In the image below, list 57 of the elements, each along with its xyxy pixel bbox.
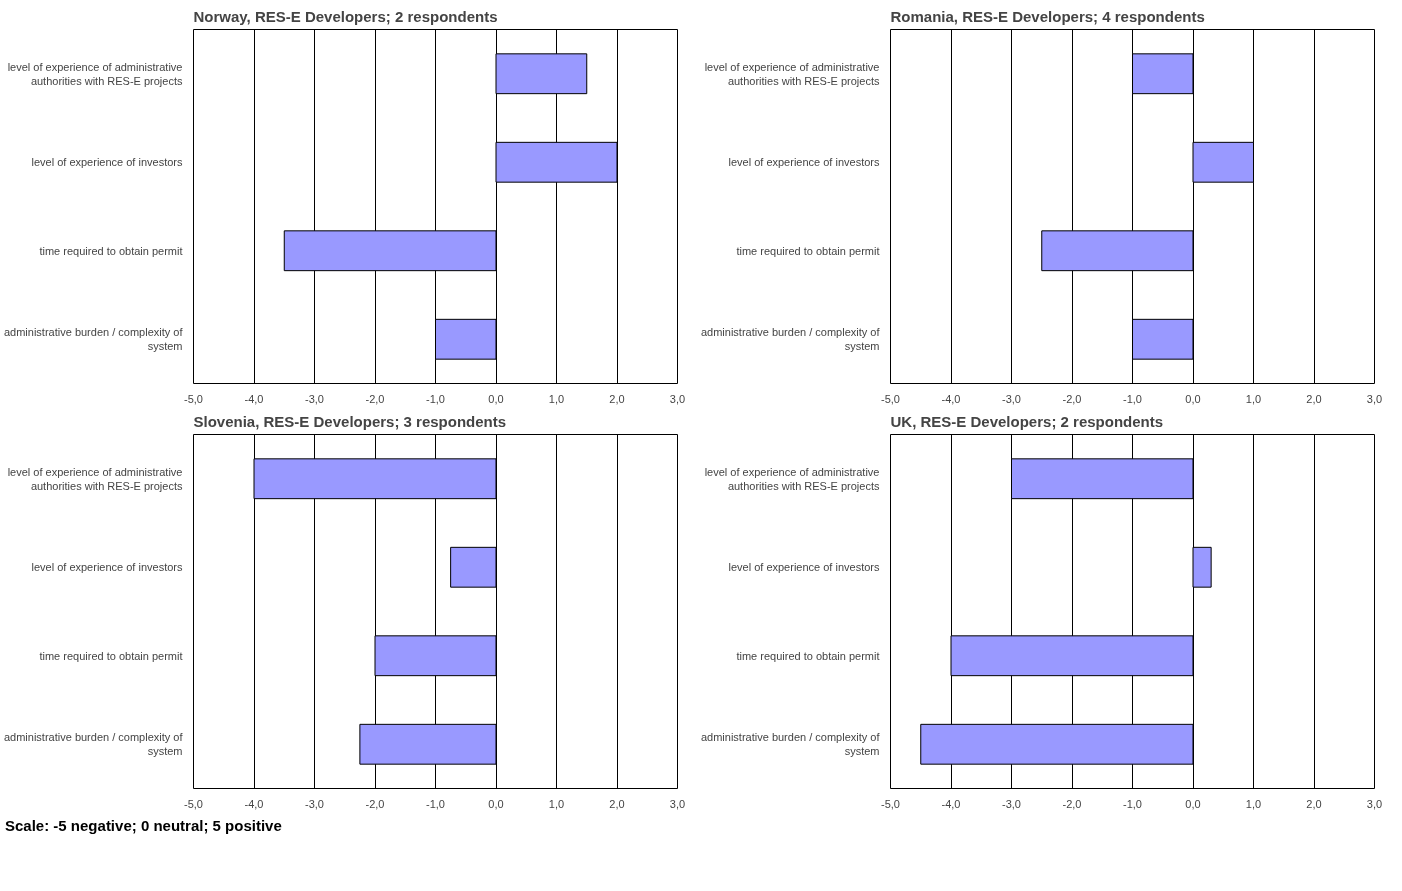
chart-title: Romania, RES-E Developers; 4 respondents <box>890 7 1205 25</box>
x-tick-label: 0,0 <box>1185 797 1201 810</box>
x-tick-label: -5,0 <box>881 797 900 810</box>
x-tick-label: -4,0 <box>941 797 961 810</box>
x-tick-label: -5,0 <box>881 392 900 405</box>
y-tick-label: administrative burden / complexity of system <box>700 731 881 758</box>
x-tick-label: -2,0 <box>365 392 385 405</box>
x-tick-label: -2,0 <box>1062 797 1082 810</box>
x-tick-label: -2,0 <box>365 797 385 810</box>
x-tick-label: -3,0 <box>305 392 324 405</box>
x-tick-label: 2,0 <box>1306 797 1322 810</box>
y-tick-label: time required to obtain permit <box>39 649 183 662</box>
x-tick-label: 2,0 <box>1306 392 1322 405</box>
y-tick-label: administrative burden / complexity of system <box>3 731 184 758</box>
x-tick-label: 0,0 <box>488 392 504 405</box>
x-tick-label: 3,0 <box>1366 797 1383 810</box>
y-tick-label: level of experience of administrative authorities with RES-E projects <box>7 60 183 87</box>
y-tick-label: level of experience of administrative authorities with RES-E projects <box>704 60 880 87</box>
x-tick-label: 0,0 <box>1185 392 1201 405</box>
x-tick-label: -3,0 <box>305 797 324 810</box>
x-tick-label: -1,0 <box>426 392 445 405</box>
y-tick-label: level of experience of administrative authorities with RES-E projects <box>704 465 880 492</box>
y-tick-label: administrative burden / complexity of system <box>700 326 881 353</box>
x-tick-label: 1,0 <box>1245 797 1262 810</box>
y-tick-label: administrative burden / complexity of system <box>3 326 184 353</box>
x-tick-label: -1,0 <box>1123 392 1142 405</box>
y-tick-label: level of experience of investors <box>728 561 880 574</box>
x-tick-label: 3,0 <box>669 797 686 810</box>
chart-title: Slovenia, RES-E Developers; 3 respondents <box>193 412 507 430</box>
x-tick-label: -2,0 <box>1062 392 1082 405</box>
y-tick-label: level of experience of investors <box>31 561 183 574</box>
x-tick-label: -5,0 <box>184 797 203 810</box>
x-tick-label: 1,0 <box>548 797 565 810</box>
x-tick-label: 2,0 <box>609 392 625 405</box>
y-tick-label: level of experience of investors <box>728 156 880 169</box>
x-tick-label: 2,0 <box>609 797 625 810</box>
x-tick-label: -3,0 <box>1002 797 1021 810</box>
y-tick-label: time required to obtain permit <box>736 649 880 662</box>
text: Scale: -5 negative; 0 neutral; 5 positive <box>5 816 282 836</box>
y-tick-label: time required to obtain permit <box>39 244 183 257</box>
chart-title: UK, RES-E Developers; 2 respondents <box>890 412 1164 430</box>
y-tick-label: time required to obtain permit <box>736 244 880 257</box>
y-tick-label: level of experience of administrative authorities with RES-E projects <box>7 465 183 492</box>
chart-title: Norway, RES-E Developers; 2 respondents <box>193 7 498 25</box>
x-tick-label: -5,0 <box>184 392 203 405</box>
x-tick-label: 3,0 <box>669 392 686 405</box>
x-tick-label: -4,0 <box>941 392 961 405</box>
x-tick-label: -1,0 <box>1123 797 1142 810</box>
x-tick-label: 0,0 <box>488 797 504 810</box>
x-tick-label: -4,0 <box>244 392 264 405</box>
x-tick-label: -1,0 <box>426 797 445 810</box>
x-tick-label: 3,0 <box>1366 392 1383 405</box>
x-tick-label: 1,0 <box>548 392 565 405</box>
x-tick-label: -4,0 <box>244 797 264 810</box>
x-tick-label: -3,0 <box>1002 392 1021 405</box>
y-tick-label: level of experience of investors <box>31 156 183 169</box>
x-tick-label: 1,0 <box>1245 392 1262 405</box>
